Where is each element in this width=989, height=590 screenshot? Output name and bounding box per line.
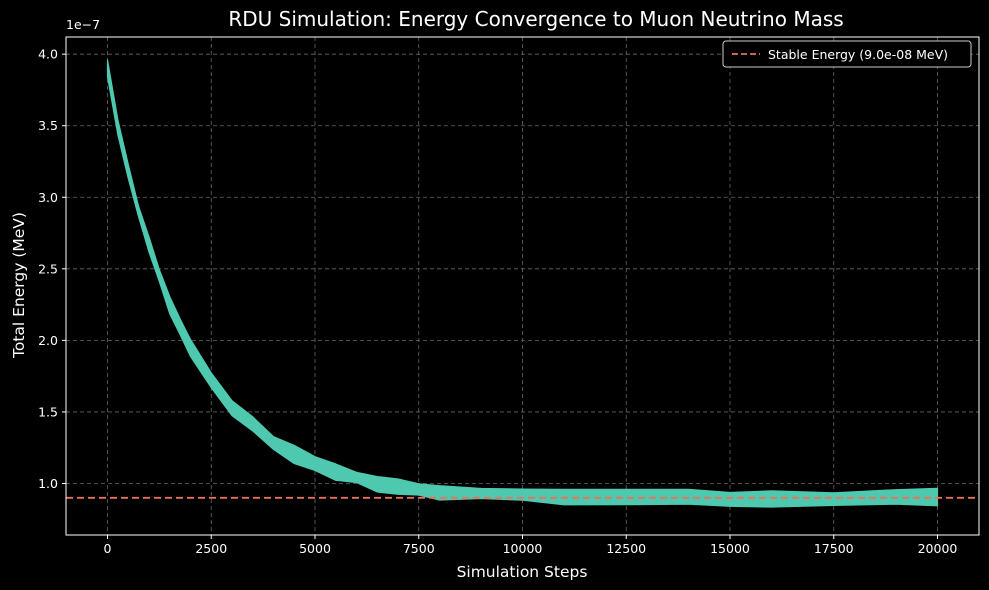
- axis-ticks: 0 2500 5000 7500 10000 12500 15000 17500 20000 1.…: [38, 47, 957, 556]
- y-tick-label: 1.0: [38, 476, 58, 491]
- y-tick-label: 2.5: [38, 261, 58, 276]
- x-axis-label: Simulation Steps: [457, 563, 588, 581]
- x-tick-label: 10000: [503, 541, 543, 556]
- y-offset-text: 1e−7: [66, 17, 100, 32]
- legend: Stable Energy (9.0e-08 MeV): [722, 40, 972, 68]
- x-tick-label: 15000: [710, 541, 750, 556]
- y-tick-label: 1.5: [38, 404, 58, 419]
- x-tick-label: 0: [104, 541, 112, 556]
- x-tick-label: 5000: [299, 541, 331, 556]
- y-tick-label: 2.0: [38, 333, 58, 348]
- grid: [66, 37, 979, 535]
- y-axis-label: Total Energy (MeV): [10, 212, 28, 359]
- x-tick-label: 7500: [403, 541, 435, 556]
- y-tick-label: 3.5: [38, 118, 58, 133]
- y-tick-label: 4.0: [38, 47, 58, 62]
- legend-label-stable-energy: Stable Energy (9.0e-08 MeV): [768, 47, 948, 62]
- x-tick-label: 17500: [814, 541, 854, 556]
- x-tick-label: 12500: [606, 541, 646, 556]
- energy-noise-band: [106, 59, 939, 508]
- y-tick-label: 3.0: [38, 190, 58, 205]
- legend-box: [722, 40, 972, 68]
- chart-title: RDU Simulation: Energy Convergence to Mu…: [228, 7, 843, 31]
- x-tick-label: 20000: [918, 541, 958, 556]
- plot-area: [66, 59, 979, 508]
- x-tick-label: 2500: [195, 541, 227, 556]
